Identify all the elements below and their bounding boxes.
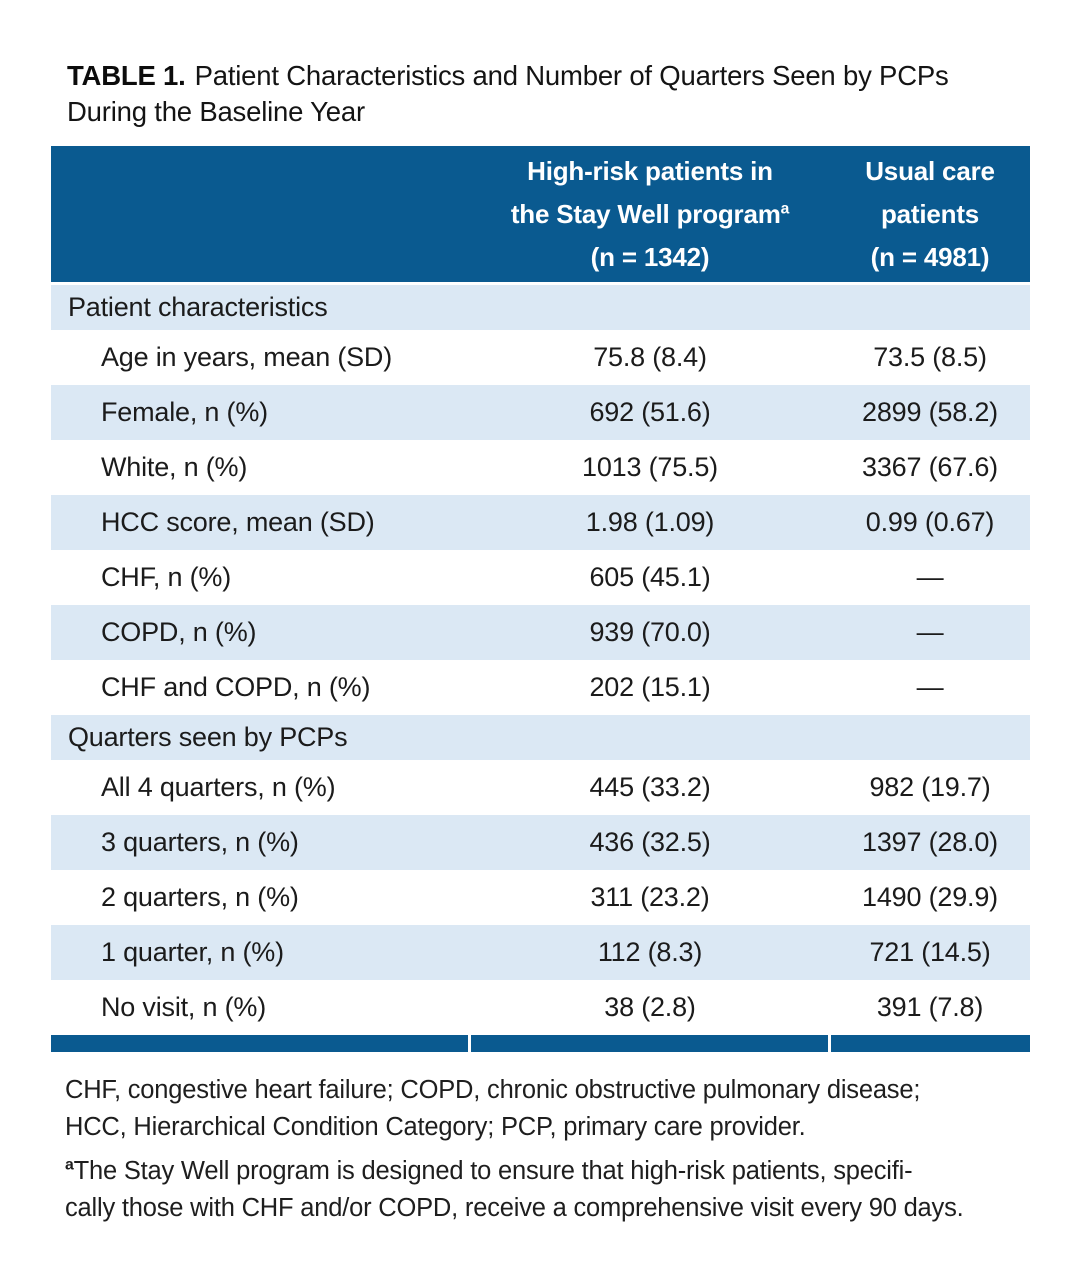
header-usual-care-n: (n = 4981) — [870, 241, 990, 272]
row-label: COPD, n (%) — [101, 617, 257, 647]
header-cell-usual-care: Usual care patients (n = 4981) — [830, 150, 1030, 279]
table-row: HCC score, mean (SD) 1.98 (1.09) 0.99 (0.6… — [51, 495, 1030, 550]
usual-care-value: 3367 (67.6) — [862, 452, 998, 482]
usual-care-value: — — [916, 562, 944, 592]
usual-care-value: 73.5 (8.5) — [873, 342, 987, 372]
table-row: 1 quarter, n (%) 112 (8.3) 721 (14.5) — [51, 925, 1030, 980]
row-label: 1 quarter, n (%) — [101, 937, 284, 967]
header-stay-well-line2: the Stay Well programa — [510, 198, 790, 229]
header-cell-stay-well: High-risk patients in the Stay Well prog… — [470, 150, 830, 279]
abbreviations-line1: CHF, congestive heart failure; COPD, chr… — [65, 1076, 921, 1104]
table-row: Female, n (%) 692 (51.6) 2899 (58.2) — [51, 385, 1030, 440]
header-stay-well-n: (n = 1342) — [590, 241, 710, 272]
usual-care-value: 391 (7.8) — [876, 992, 984, 1022]
footnote-a-marker: a — [65, 1156, 74, 1174]
table-title: TABLE 1. Patient Characteristics and Numb… — [67, 58, 1017, 130]
row-label: 2 quarters, n (%) — [101, 882, 299, 912]
row-label: Female, n (%) — [101, 397, 268, 427]
section-label: Patient characteristics — [68, 292, 328, 322]
section-label: Quarters seen by PCPs — [68, 722, 348, 752]
table-row: Age in years, mean (SD) 75.8 (8.4) 73.5 (8… — [51, 330, 1030, 385]
table-title-line1: TABLE 1. Patient Characteristics and Numb… — [67, 58, 1017, 94]
table-row: 3 quarters, n (%) 436 (32.5) 1397 (28.0) — [51, 815, 1030, 870]
bottom-rule-segment — [51, 1035, 468, 1052]
stay-well-value: 75.8 (8.4) — [593, 342, 707, 372]
usual-care-value: 1397 (28.0) — [862, 827, 998, 857]
table-bottom-rule — [51, 1035, 1030, 1052]
table-row: All 4 quarters, n (%) 445 (33.2) 982 (19.7… — [51, 760, 1030, 815]
usual-care-value: — — [916, 617, 944, 647]
stay-well-value: 311 (23.2) — [590, 882, 710, 912]
bottom-rule-segment — [471, 1035, 828, 1052]
table-row: White, n (%) 1013 (75.5) 3367 (67.6) — [51, 440, 1030, 495]
row-label: CHF, n (%) — [101, 562, 232, 592]
header-usual-care-line2: patients — [880, 198, 980, 229]
footnote-marker-superscript: a — [780, 199, 790, 217]
row-label: All 4 quarters, n (%) — [101, 772, 336, 802]
table-header-row: High-risk patients in the Stay Well prog… — [51, 146, 1030, 285]
table-body: Patient characteristics Age in years, mea… — [51, 285, 1030, 1035]
footnote-a-line2: cally those with CHF and/or COPD, receiv… — [65, 1194, 964, 1222]
usual-care-value: 721 (14.5) — [869, 937, 991, 967]
usual-care-value: 0.99 (0.67) — [865, 507, 995, 537]
abbreviations-line2: HCC, Hierarchical Condition Category; PC… — [65, 1113, 806, 1141]
usual-care-value: — — [916, 672, 944, 702]
usual-care-value: 1490 (29.9) — [862, 882, 998, 912]
stay-well-value: 939 (70.0) — [589, 617, 711, 647]
usual-care-value: 982 (19.7) — [869, 772, 991, 802]
table-number-label: TABLE 1. — [67, 60, 186, 91]
stay-well-value: 605 (45.1) — [589, 562, 711, 592]
usual-care-value: 2899 (58.2) — [862, 397, 998, 427]
stay-well-value: 692 (51.6) — [589, 397, 711, 427]
table-row: COPD, n (%) 939 (70.0) — — [51, 605, 1030, 660]
table-title-line2: During the Baseline Year — [67, 96, 365, 127]
stay-well-value: 445 (33.2) — [589, 772, 711, 802]
table-row: CHF, n (%) 605 (45.1) — — [51, 550, 1030, 605]
section-header-row: Quarters seen by PCPs — [51, 715, 1030, 760]
row-label: No visit, n (%) — [101, 992, 267, 1022]
stay-well-value: 202 (15.1) — [589, 672, 711, 702]
stay-well-value: 436 (32.5) — [589, 827, 711, 857]
section-header-row: Patient characteristics — [51, 285, 1030, 330]
table-row: CHF and COPD, n (%) 202 (15.1) — — [51, 660, 1030, 715]
row-label: Age in years, mean (SD) — [101, 342, 393, 372]
table-row: 2 quarters, n (%) 311 (23.2) 1490 (29.9) — [51, 870, 1030, 925]
footnotes: CHF, congestive heart failure; COPD, chr… — [65, 1072, 1030, 1227]
table-title-text: Patient Characteristics and Number of Qu… — [194, 60, 949, 91]
row-label: CHF and COPD, n (%) — [101, 672, 371, 702]
header-stay-well-line1: High-risk patients in — [527, 155, 773, 186]
data-table: High-risk patients in the Stay Well prog… — [51, 146, 1030, 1052]
row-label: 3 quarters, n (%) — [101, 827, 299, 857]
footnote-a-line1: aThe Stay Well program is designed to en… — [65, 1156, 913, 1185]
table-row: No visit, n (%) 38 (2.8) 391 (7.8) — [51, 980, 1030, 1035]
bottom-rule-segment — [831, 1035, 1030, 1052]
row-label: HCC score, mean (SD) — [101, 507, 375, 537]
stay-well-value: 1013 (75.5) — [582, 452, 718, 482]
row-label: White, n (%) — [101, 452, 248, 482]
header-usual-care-line1: Usual care — [865, 155, 995, 186]
stay-well-value: 1.98 (1.09) — [585, 507, 715, 537]
stay-well-value: 38 (2.8) — [604, 992, 696, 1022]
stay-well-value: 112 (8.3) — [597, 937, 703, 967]
